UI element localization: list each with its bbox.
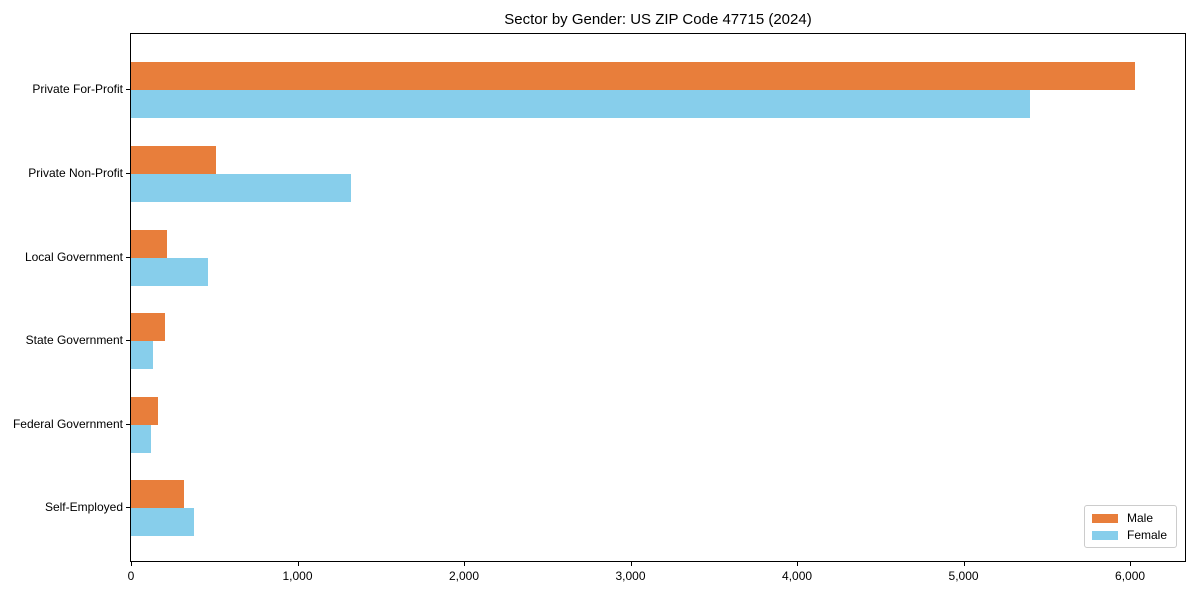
bar-male-private-for-profit bbox=[131, 62, 1135, 91]
x-tick-mark bbox=[131, 562, 132, 566]
plot-area: Male Female bbox=[130, 33, 1186, 562]
y-axis-label-self-employed: Self-Employed bbox=[44, 500, 123, 515]
y-axis-label-private-for-profit: Private For-Profit bbox=[32, 82, 123, 97]
bar-female-self-employed bbox=[131, 508, 194, 537]
bar-female-local-government bbox=[131, 257, 208, 286]
bar-male-self-employed bbox=[131, 480, 184, 509]
legend-label-male: Male bbox=[1126, 511, 1153, 525]
bar-male-state-government bbox=[131, 313, 165, 342]
y-tick-mark bbox=[126, 507, 130, 508]
y-tick-mark bbox=[126, 173, 130, 174]
x-axis-tick-label-3-000: 3,000 bbox=[615, 569, 646, 583]
x-tick-mark bbox=[1130, 562, 1131, 566]
y-axis-label-private-non-profit: Private Non-Profit bbox=[28, 166, 123, 181]
y-axis-labels: Private For-Profit Private Non-Profit Loca… bbox=[0, 33, 123, 562]
y-tick-mark bbox=[126, 424, 130, 425]
x-axis-tick-label-5-000: 5,000 bbox=[948, 569, 979, 583]
x-tick-mark bbox=[631, 562, 632, 566]
y-axis-ticks bbox=[126, 33, 130, 562]
legend-label-female: Female bbox=[1126, 528, 1167, 542]
y-axis-label-federal-government: Federal Government bbox=[12, 416, 123, 431]
bar-female-state-government bbox=[131, 341, 153, 370]
x-tick-mark bbox=[464, 562, 465, 566]
legend-swatch-male bbox=[1091, 513, 1118, 523]
x-axis-ticks: 0 1,000 2,000 3,000 4,000 5,000 6,000 bbox=[127, 562, 1185, 588]
x-axis-tick-label-0: 0 bbox=[127, 569, 135, 583]
legend: Male Female bbox=[1083, 505, 1177, 548]
legend-item-male: Male bbox=[1091, 511, 1167, 525]
legend-swatch-female bbox=[1091, 530, 1118, 540]
legend-item-female: Female bbox=[1091, 528, 1167, 542]
x-axis-tick-label-6-000: 6,000 bbox=[1115, 569, 1146, 583]
y-tick-mark bbox=[126, 89, 130, 90]
x-axis-tick-label-4-000: 4,000 bbox=[782, 569, 813, 583]
bar-male-private-non-profit bbox=[131, 146, 216, 175]
bar-female-private-non-profit bbox=[131, 174, 351, 203]
y-axis-label-state-government: State Government bbox=[25, 333, 123, 348]
x-axis-tick-label-2-000: 2,000 bbox=[449, 569, 480, 583]
x-axis-tick-label-1-000: 1,000 bbox=[282, 569, 313, 583]
bar-male-federal-government bbox=[131, 396, 158, 425]
y-axis-label-local-government: Local Government bbox=[24, 249, 123, 264]
chart-title: Sector by Gender: US ZIP Code 47715 (202… bbox=[504, 11, 812, 28]
x-tick-mark bbox=[964, 562, 965, 566]
bar-female-private-for-profit bbox=[131, 90, 1030, 119]
bar-male-local-government bbox=[131, 229, 167, 258]
x-tick-mark bbox=[298, 562, 299, 566]
y-tick-mark bbox=[126, 340, 130, 341]
y-tick-mark bbox=[126, 257, 130, 258]
x-tick-mark bbox=[797, 562, 798, 566]
bar-female-federal-government bbox=[131, 424, 151, 453]
